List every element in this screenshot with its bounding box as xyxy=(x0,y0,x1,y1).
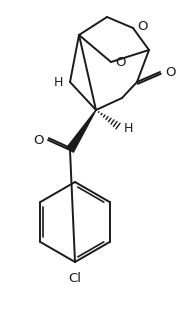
Text: H: H xyxy=(123,123,133,135)
Text: Cl: Cl xyxy=(68,272,82,284)
Text: O: O xyxy=(33,134,43,146)
Text: H: H xyxy=(53,76,63,89)
Text: O: O xyxy=(115,56,125,70)
Text: O: O xyxy=(137,20,147,33)
Text: O: O xyxy=(165,66,175,78)
Polygon shape xyxy=(67,110,96,152)
